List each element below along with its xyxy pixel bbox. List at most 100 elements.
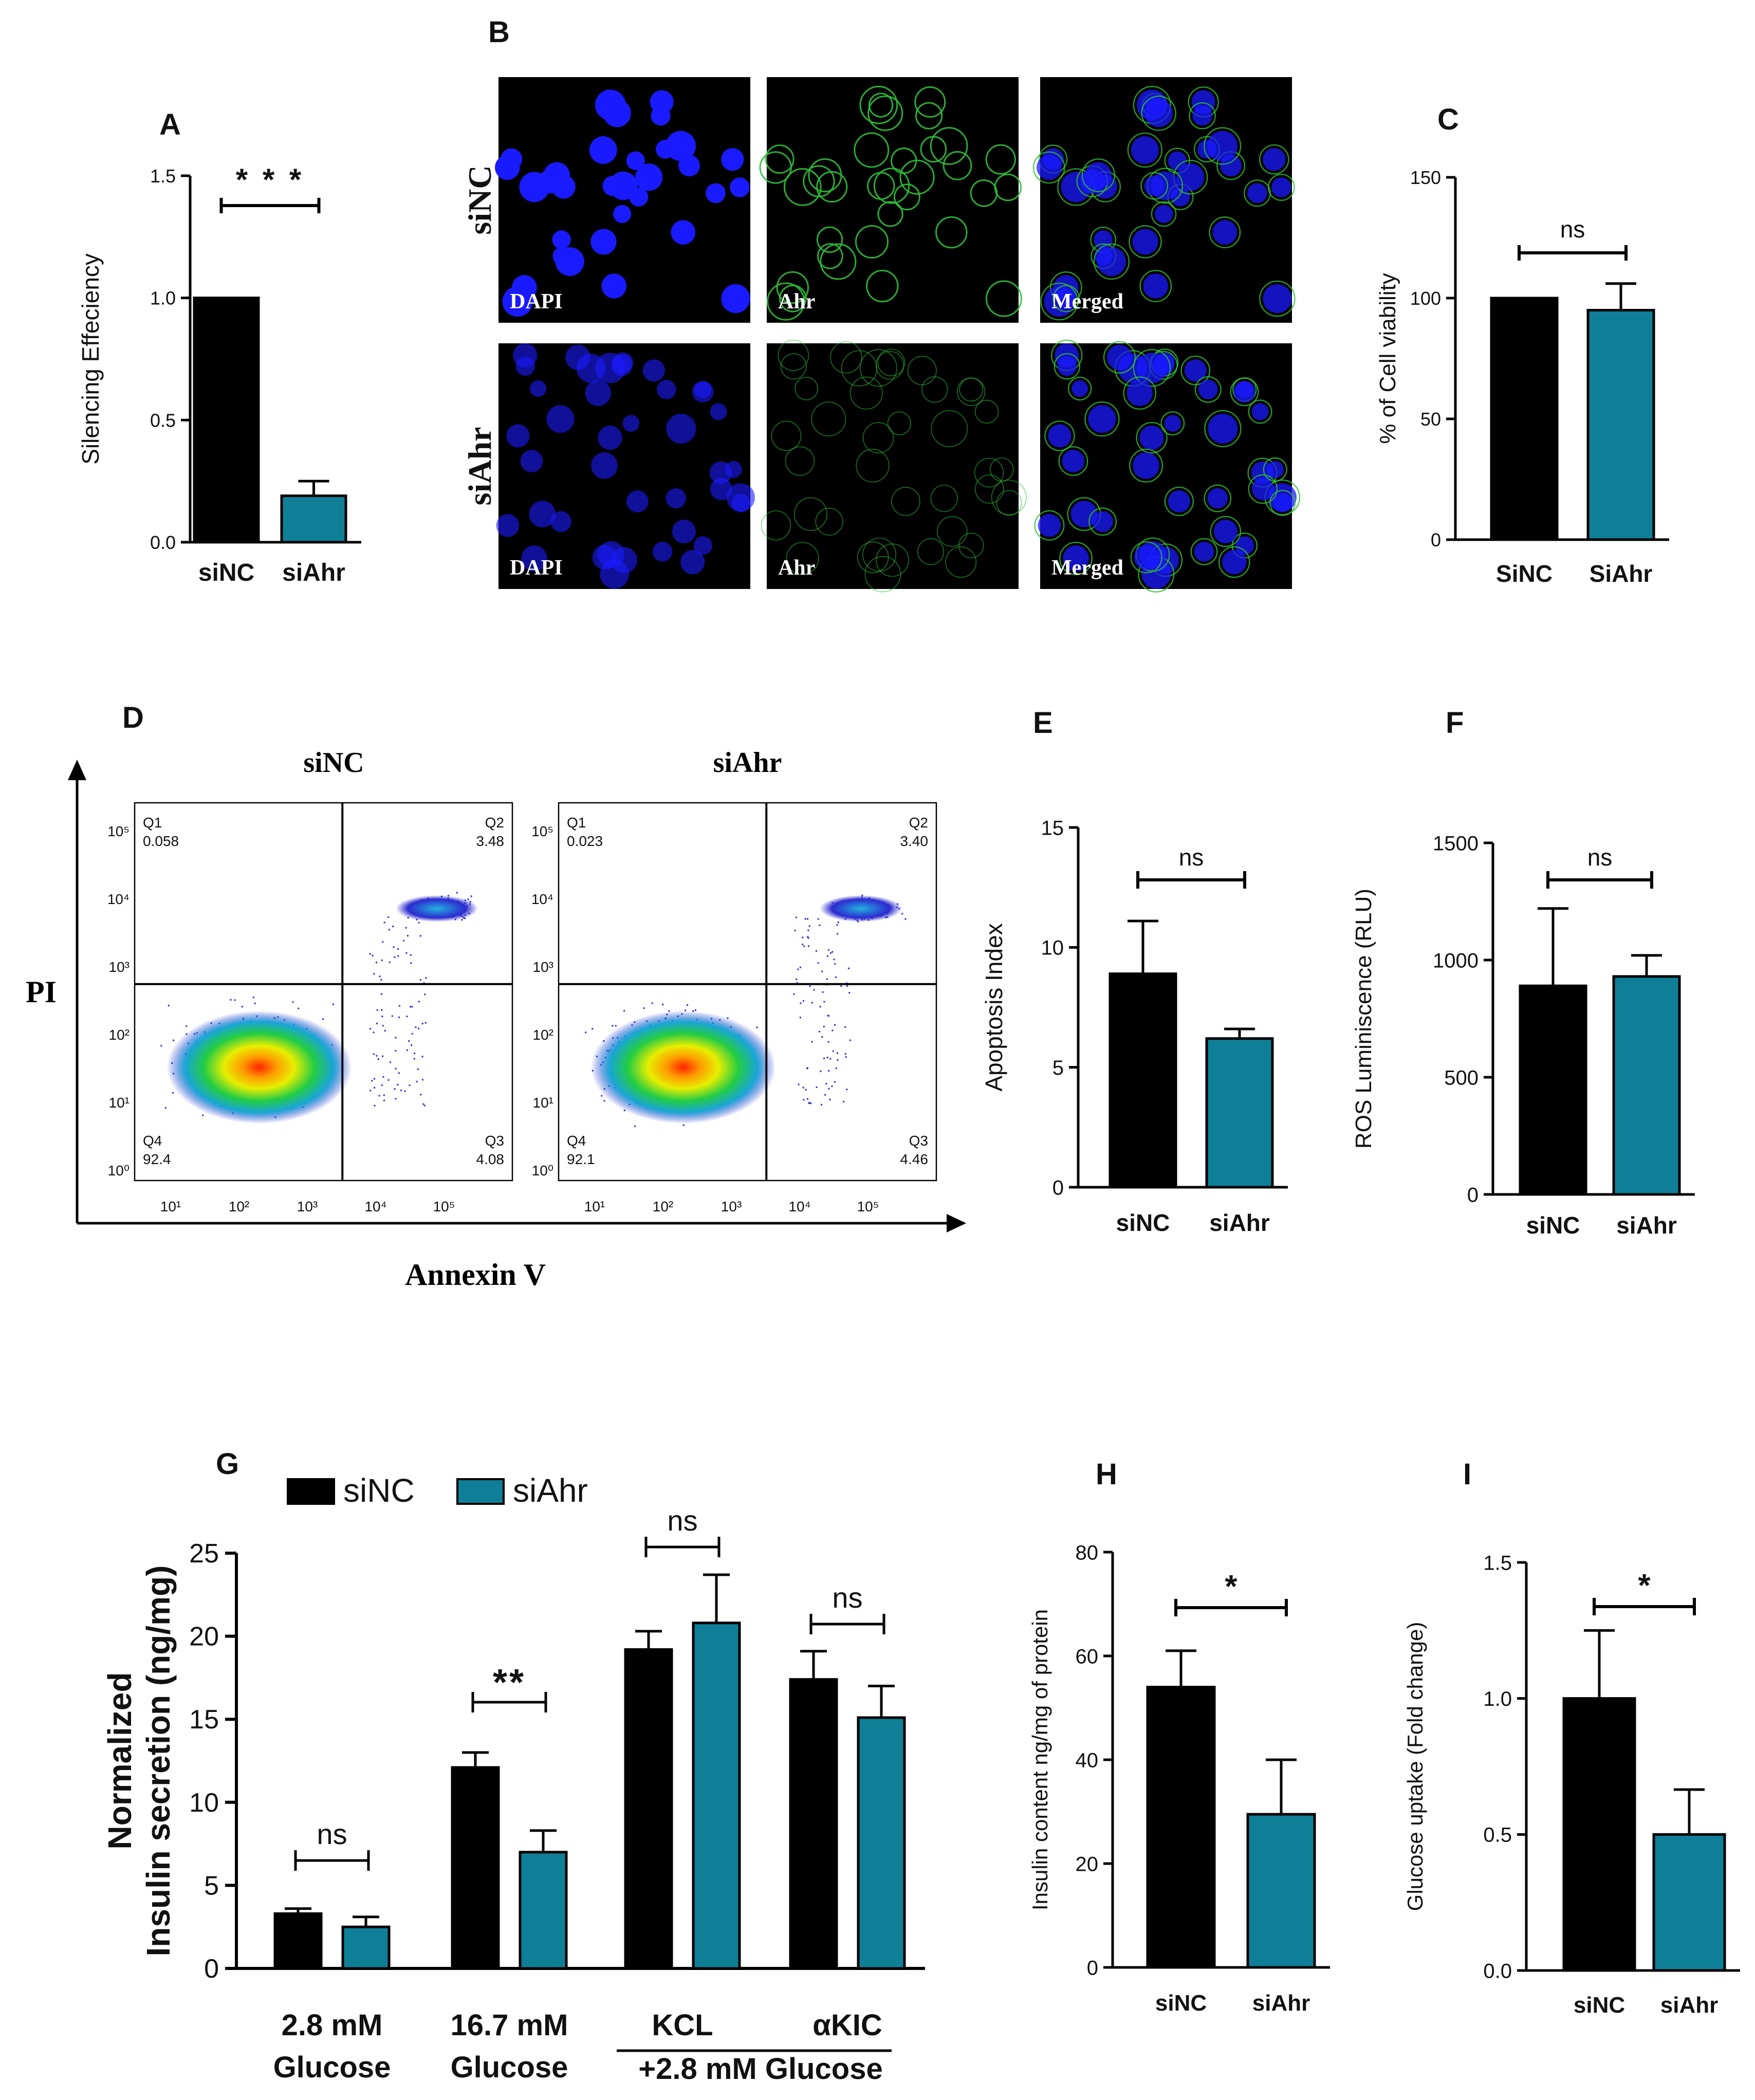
nucleus [506,424,530,448]
event-dot [687,1004,689,1006]
x-tick-label: siAhr [1252,1991,1310,2016]
ahr-signal [1194,376,1222,403]
nucleus [1233,381,1255,403]
event-dot [904,918,907,920]
event-dot [662,1003,664,1005]
ahr-signal [1190,538,1218,565]
x-tick-label: αKIC [812,2009,882,2042]
nucleus [1247,183,1267,204]
event-dot [421,1056,423,1058]
event-dot [826,978,828,980]
quadrant-name: Q2 [909,815,928,831]
event-dot [395,1098,397,1100]
event-dot [827,1015,829,1017]
y-tick-label: 0 [1052,1176,1064,1199]
x-tick-label: siAhr [282,559,345,586]
y-tick-label: 10² [109,1027,130,1043]
legend-swatch-siNC [287,1478,335,1505]
nucleus [672,520,696,544]
chart-insulin-secretion: 0 5 10 15 20 25 Normalized Insulin secretion (n… [101,1472,925,2086]
panel-letter-g: G [216,1447,239,1481]
ahr-signal [859,85,898,124]
event-dot [829,952,832,954]
event-dot [694,1009,696,1011]
y-tick-label: 10⁵ [531,823,553,839]
event-dot [807,929,809,931]
nucleus [626,490,649,513]
event-dot [393,946,395,948]
y-tick-label: 20 [1076,1853,1099,1875]
nucleus [1072,380,1088,397]
event-dot [817,962,819,964]
ahr-signal [779,284,807,312]
nucleus [651,106,671,126]
y-tick-label: 10 [1041,937,1064,960]
ahr-signal [776,271,809,304]
event-dot [418,922,420,924]
quadrant-value: 3.40 [900,833,929,849]
x-tick-label: siNC [1116,1209,1170,1236]
nucleus [706,183,726,204]
x-tick-label: siAhr [1616,1212,1677,1239]
y-tick-label: 0.0 [1483,1960,1512,1982]
ahr-signal [855,225,889,259]
density-cluster-q2 [396,895,478,922]
event-dot [381,959,383,961]
event-dot [816,1086,818,1089]
event-dot [398,1005,400,1007]
event-dot [414,1053,416,1055]
ahr-signal [793,497,827,531]
event-dot [389,929,391,931]
ahr-signal [1130,541,1162,574]
nucleus [1037,155,1062,180]
event-dot [806,1067,808,1070]
y-tick-label: 25 [189,1539,219,1569]
ahr-signal [1034,510,1065,541]
bar-SiNC [1490,297,1559,541]
event-dot [795,916,797,918]
y-axis-label: Glucose uptake (Fold change) [1403,1622,1427,1911]
ahr-signal [1164,486,1194,517]
ahr-signal [1129,448,1163,483]
event-dot [848,992,851,994]
event-dot [390,1061,392,1063]
bar-siNC [193,297,260,544]
event-dot [380,979,382,981]
nucleus [585,380,611,406]
event-dot [422,1103,424,1105]
ahr-signal [931,410,968,447]
ahr-signal [1141,95,1177,131]
y-tick-label: 10 [189,1788,219,1818]
event-dot [685,1009,687,1011]
event-dot [410,1006,412,1008]
y-axis-label: Silencing Effeciency [77,253,104,465]
event-dot [376,1055,378,1057]
event-dot [643,1007,645,1009]
ahr-signal [877,348,905,377]
significance-label: ns [317,1818,347,1850]
event-dot [417,1069,419,1071]
x-tick-label: 10⁴ [788,1199,810,1214]
nucleus [693,536,712,555]
ahr-signal [956,377,986,406]
y-tick-label: 15 [189,1705,219,1735]
nucleus [1198,380,1218,399]
significance-label: ** [493,1662,526,1703]
significance-label: ns [667,1504,697,1537]
nucleus [590,229,617,255]
significance-label: ns [1587,844,1613,871]
event-dot [821,970,823,972]
y-tick-label: 0.5 [150,410,176,431]
bar-siAhr [519,1851,568,1970]
nucleus [1212,220,1237,245]
event-dot [374,1078,376,1080]
event-dot [803,945,805,947]
panel-letter-b: B [488,15,510,49]
event-dot [322,1018,324,1020]
ahr-signal [930,485,958,512]
y-tick-label: 500 [1444,1066,1479,1089]
event-dot [416,1081,418,1083]
event-dot [376,1022,378,1024]
ahr-signal [899,159,935,195]
event-dot [392,926,394,928]
